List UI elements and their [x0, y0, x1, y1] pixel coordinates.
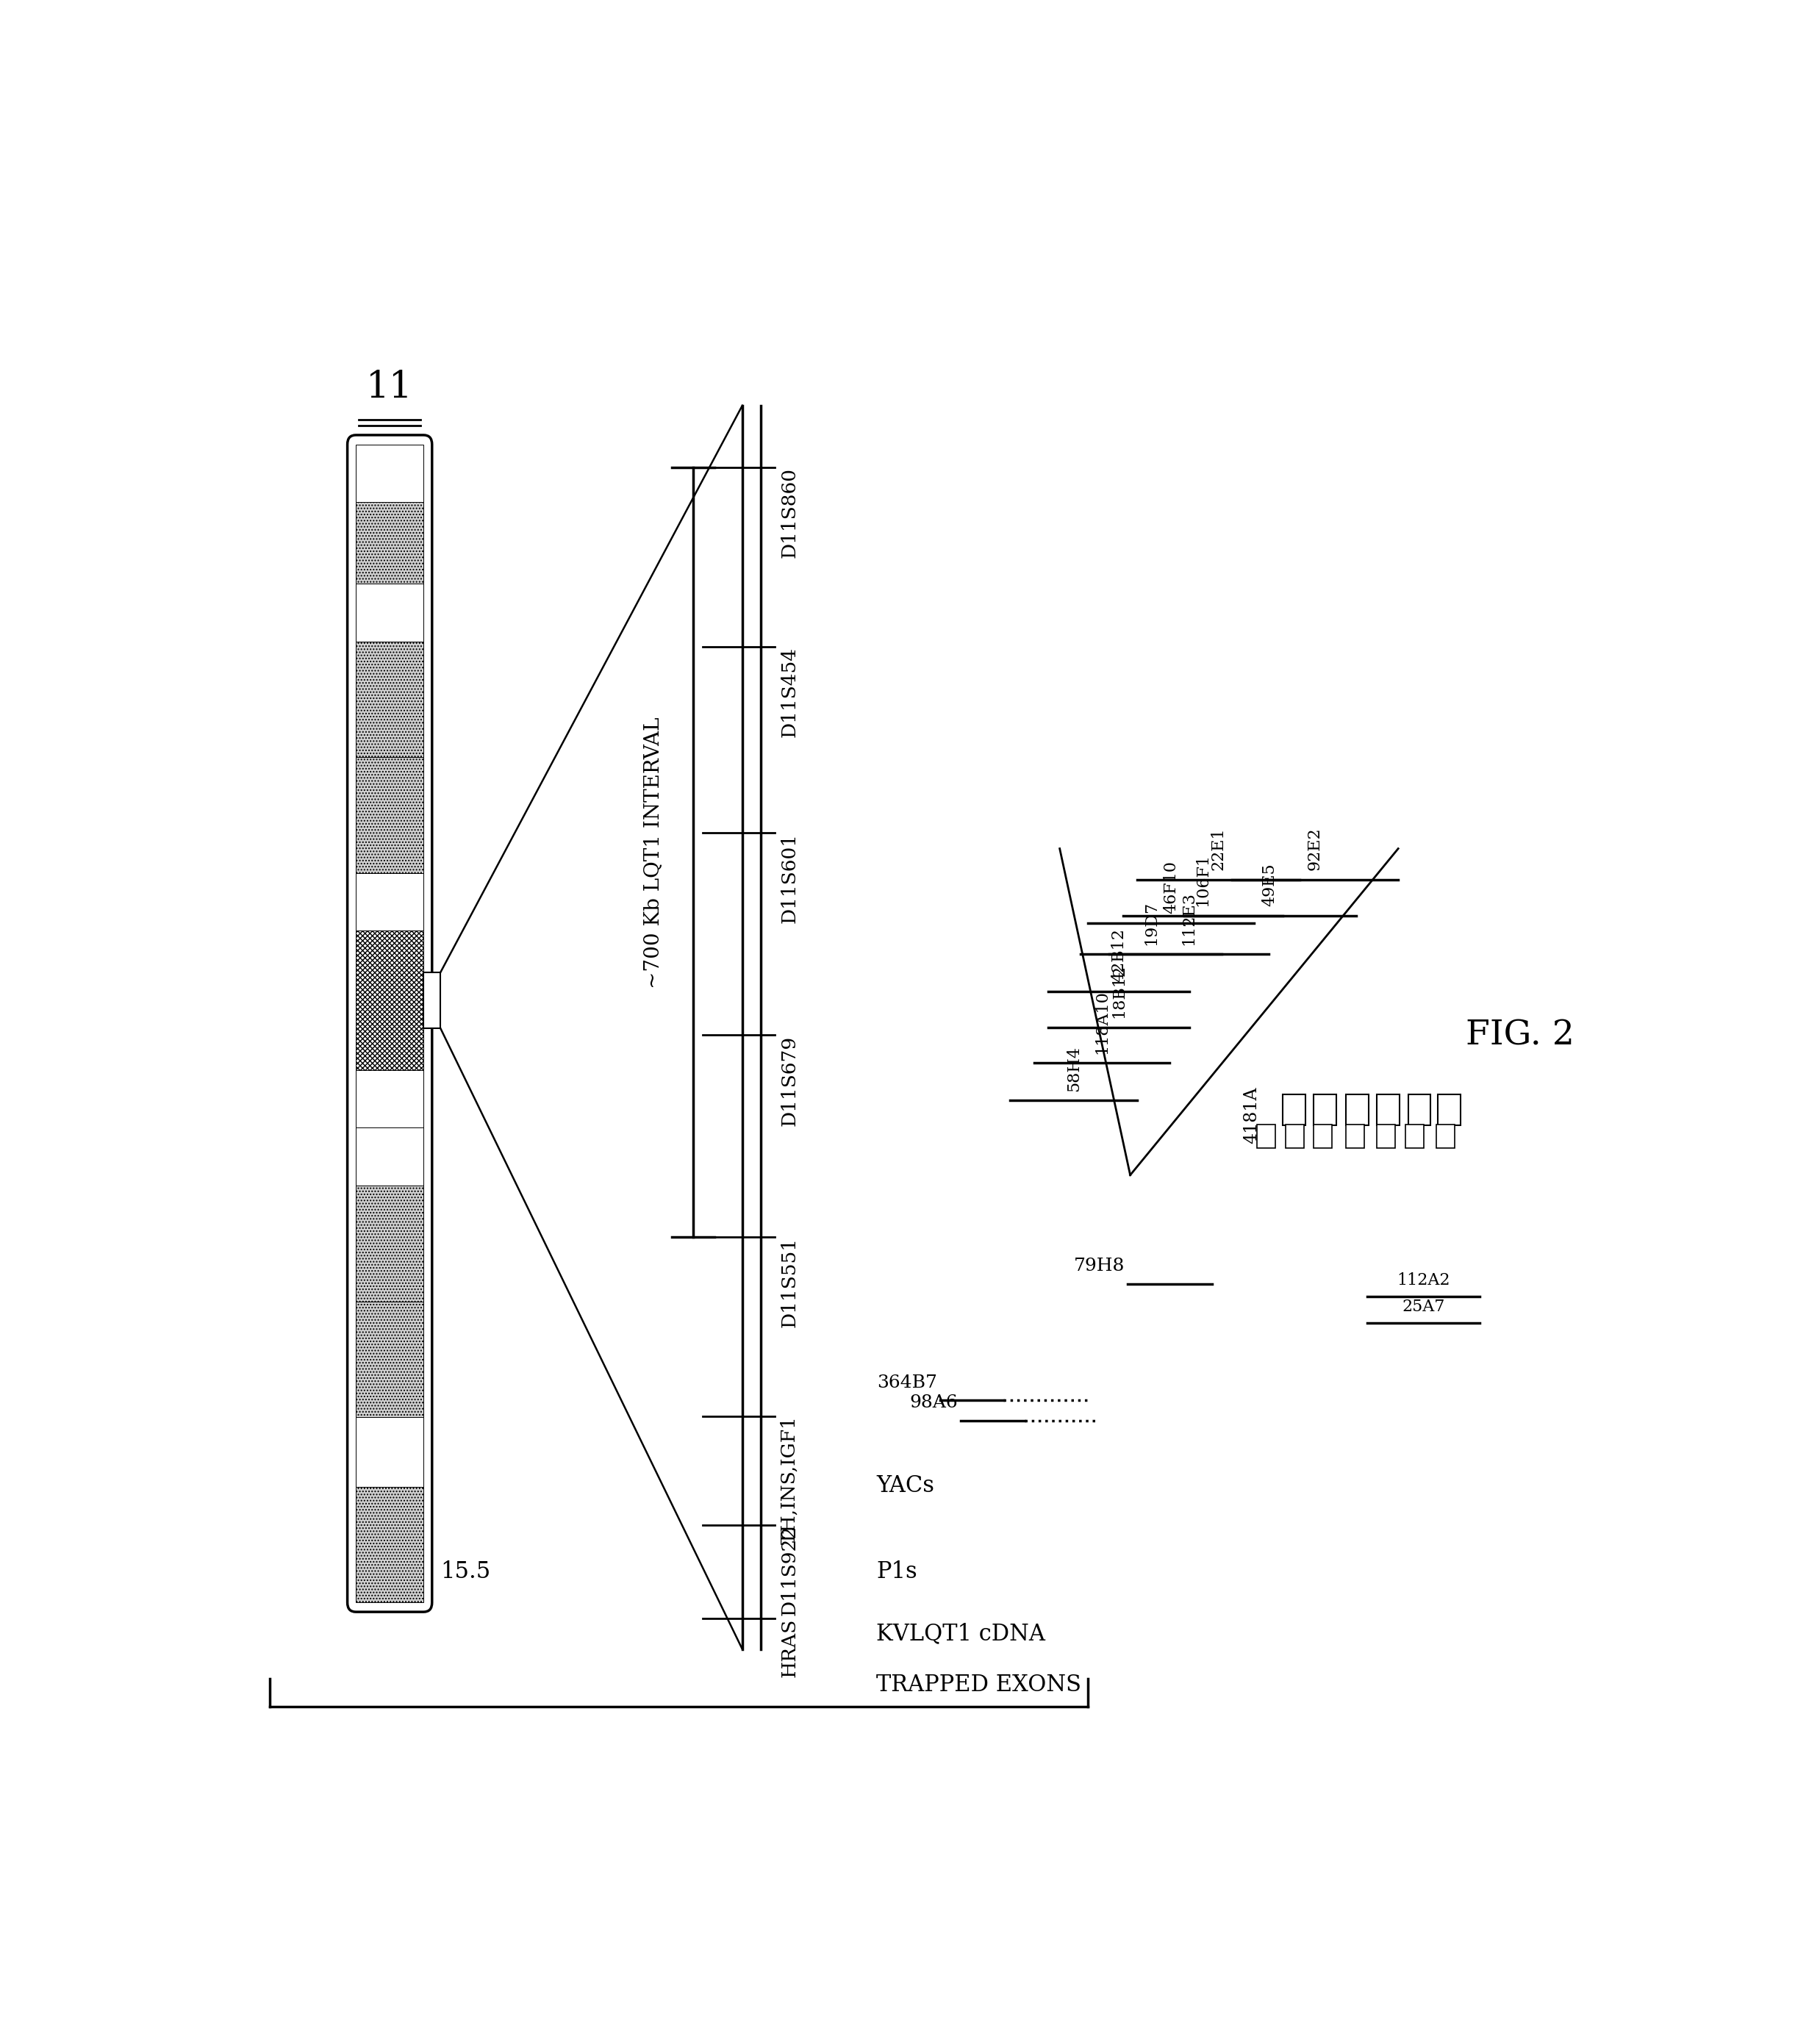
- Text: TH,INS,IGF1: TH,INS,IGF1: [781, 1415, 799, 1545]
- Bar: [357, 1129, 424, 1185]
- Bar: [1285, 1125, 1303, 1149]
- Bar: [1314, 1094, 1336, 1125]
- Text: 49E5: 49E5: [1261, 862, 1278, 907]
- Text: 15.5: 15.5: [440, 1561, 491, 1583]
- Text: 4181A: 4181A: [1243, 1086, 1259, 1145]
- Text: D11S860: D11S860: [781, 468, 799, 557]
- Text: 19D7: 19D7: [1143, 900, 1159, 945]
- Bar: [1438, 1094, 1460, 1125]
- Bar: [357, 872, 424, 931]
- Text: KVLQT1 cDNA: KVLQT1 cDNA: [877, 1623, 1045, 1645]
- Bar: [1378, 1094, 1400, 1125]
- Text: HRAS: HRAS: [781, 1617, 799, 1678]
- Bar: [357, 1302, 424, 1417]
- Text: 22E1: 22E1: [1210, 828, 1227, 870]
- Bar: [1314, 1125, 1332, 1149]
- Bar: [1258, 1125, 1276, 1149]
- Bar: [1347, 1125, 1365, 1149]
- Text: ~700 Kb LQT1 INTERVAL: ~700 Kb LQT1 INTERVAL: [644, 717, 664, 987]
- Bar: [357, 642, 424, 757]
- Text: 106F1: 106F1: [1194, 854, 1210, 907]
- Text: YACs: YACs: [877, 1474, 934, 1498]
- Text: 58H4: 58H4: [1067, 1046, 1081, 1090]
- Bar: [357, 1486, 424, 1603]
- Bar: [1436, 1125, 1454, 1149]
- Text: 18B12: 18B12: [1110, 965, 1127, 1018]
- Bar: [357, 931, 424, 1070]
- Text: D11S679: D11S679: [781, 1036, 799, 1127]
- Bar: [1347, 1094, 1369, 1125]
- Text: D11S454: D11S454: [781, 646, 799, 737]
- Bar: [357, 1417, 424, 1486]
- Text: D11S922: D11S922: [781, 1524, 799, 1615]
- Text: 112E3: 112E3: [1181, 892, 1198, 945]
- Text: P1s: P1s: [877, 1561, 917, 1583]
- Bar: [357, 1185, 424, 1302]
- Text: 79H8: 79H8: [1074, 1258, 1125, 1274]
- Text: 25A7: 25A7: [1401, 1298, 1445, 1314]
- Text: 42B12: 42B12: [1110, 929, 1127, 983]
- Bar: [424, 973, 440, 1028]
- Bar: [1405, 1125, 1423, 1149]
- Text: 118A10: 118A10: [1094, 989, 1110, 1054]
- Bar: [1283, 1094, 1305, 1125]
- Text: 98A6: 98A6: [910, 1395, 957, 1411]
- Text: 364B7: 364B7: [877, 1375, 937, 1391]
- Text: 11: 11: [366, 369, 413, 406]
- Text: 46F10: 46F10: [1163, 860, 1179, 915]
- Bar: [357, 1070, 424, 1129]
- Bar: [357, 444, 424, 503]
- Bar: [1409, 1094, 1431, 1125]
- Bar: [1378, 1125, 1396, 1149]
- Bar: [357, 757, 424, 872]
- Text: D11S601: D11S601: [781, 834, 799, 923]
- Text: D11S551: D11S551: [781, 1238, 799, 1329]
- Text: FIG. 2: FIG. 2: [1465, 1018, 1574, 1052]
- Text: TRAPPED EXONS: TRAPPED EXONS: [877, 1674, 1081, 1696]
- Bar: [357, 583, 424, 642]
- Text: 112A2: 112A2: [1398, 1272, 1451, 1288]
- Text: 92E2: 92E2: [1307, 828, 1323, 870]
- Bar: [357, 503, 424, 583]
